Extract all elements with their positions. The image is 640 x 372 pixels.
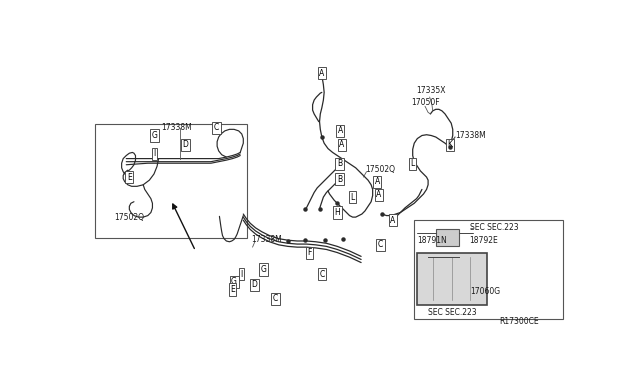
Text: 17502Q: 17502Q (365, 165, 395, 174)
Text: A: A (376, 190, 381, 199)
Text: L: L (351, 193, 355, 202)
Text: B: B (337, 160, 342, 169)
Text: C: C (378, 240, 383, 249)
Text: E: E (127, 173, 132, 182)
Text: 17060G: 17060G (470, 286, 500, 295)
Text: 17338M: 17338M (162, 123, 193, 132)
Text: H: H (334, 208, 340, 217)
Text: A: A (319, 68, 324, 78)
Text: I: I (241, 270, 243, 279)
Text: 18792E: 18792E (470, 237, 499, 246)
Text: G: G (152, 131, 157, 140)
Text: 18791N: 18791N (417, 237, 447, 246)
Text: G: G (260, 265, 266, 274)
Text: 17502Q: 17502Q (114, 214, 144, 222)
Bar (95, 124, 247, 238)
Text: E: E (230, 285, 235, 294)
Text: D: D (251, 280, 257, 289)
Text: K: K (447, 140, 452, 149)
Text: B: B (337, 175, 342, 184)
Text: A: A (338, 126, 343, 135)
Bar (436, 230, 459, 246)
Text: 17050F: 17050F (411, 98, 440, 107)
Text: R17300CE: R17300CE (499, 317, 539, 326)
Text: SEC SEC.223: SEC SEC.223 (428, 308, 477, 317)
Text: 17335X: 17335X (417, 86, 446, 95)
Text: 17338M: 17338M (455, 131, 486, 140)
Text: D: D (182, 140, 189, 149)
Text: F: F (307, 248, 312, 257)
Text: I: I (154, 150, 156, 158)
Text: SEC SEC.223: SEC SEC.223 (470, 224, 518, 232)
Text: C: C (319, 270, 324, 279)
Text: L: L (411, 160, 415, 169)
Text: C: C (273, 294, 278, 303)
Text: 17338M: 17338M (251, 235, 282, 244)
Text: A: A (390, 216, 396, 225)
Text: C: C (214, 123, 219, 132)
Bar (417, 253, 486, 305)
Bar (414, 220, 563, 319)
Text: G: G (231, 277, 237, 286)
Text: A: A (374, 177, 380, 186)
Text: A: A (339, 140, 344, 149)
